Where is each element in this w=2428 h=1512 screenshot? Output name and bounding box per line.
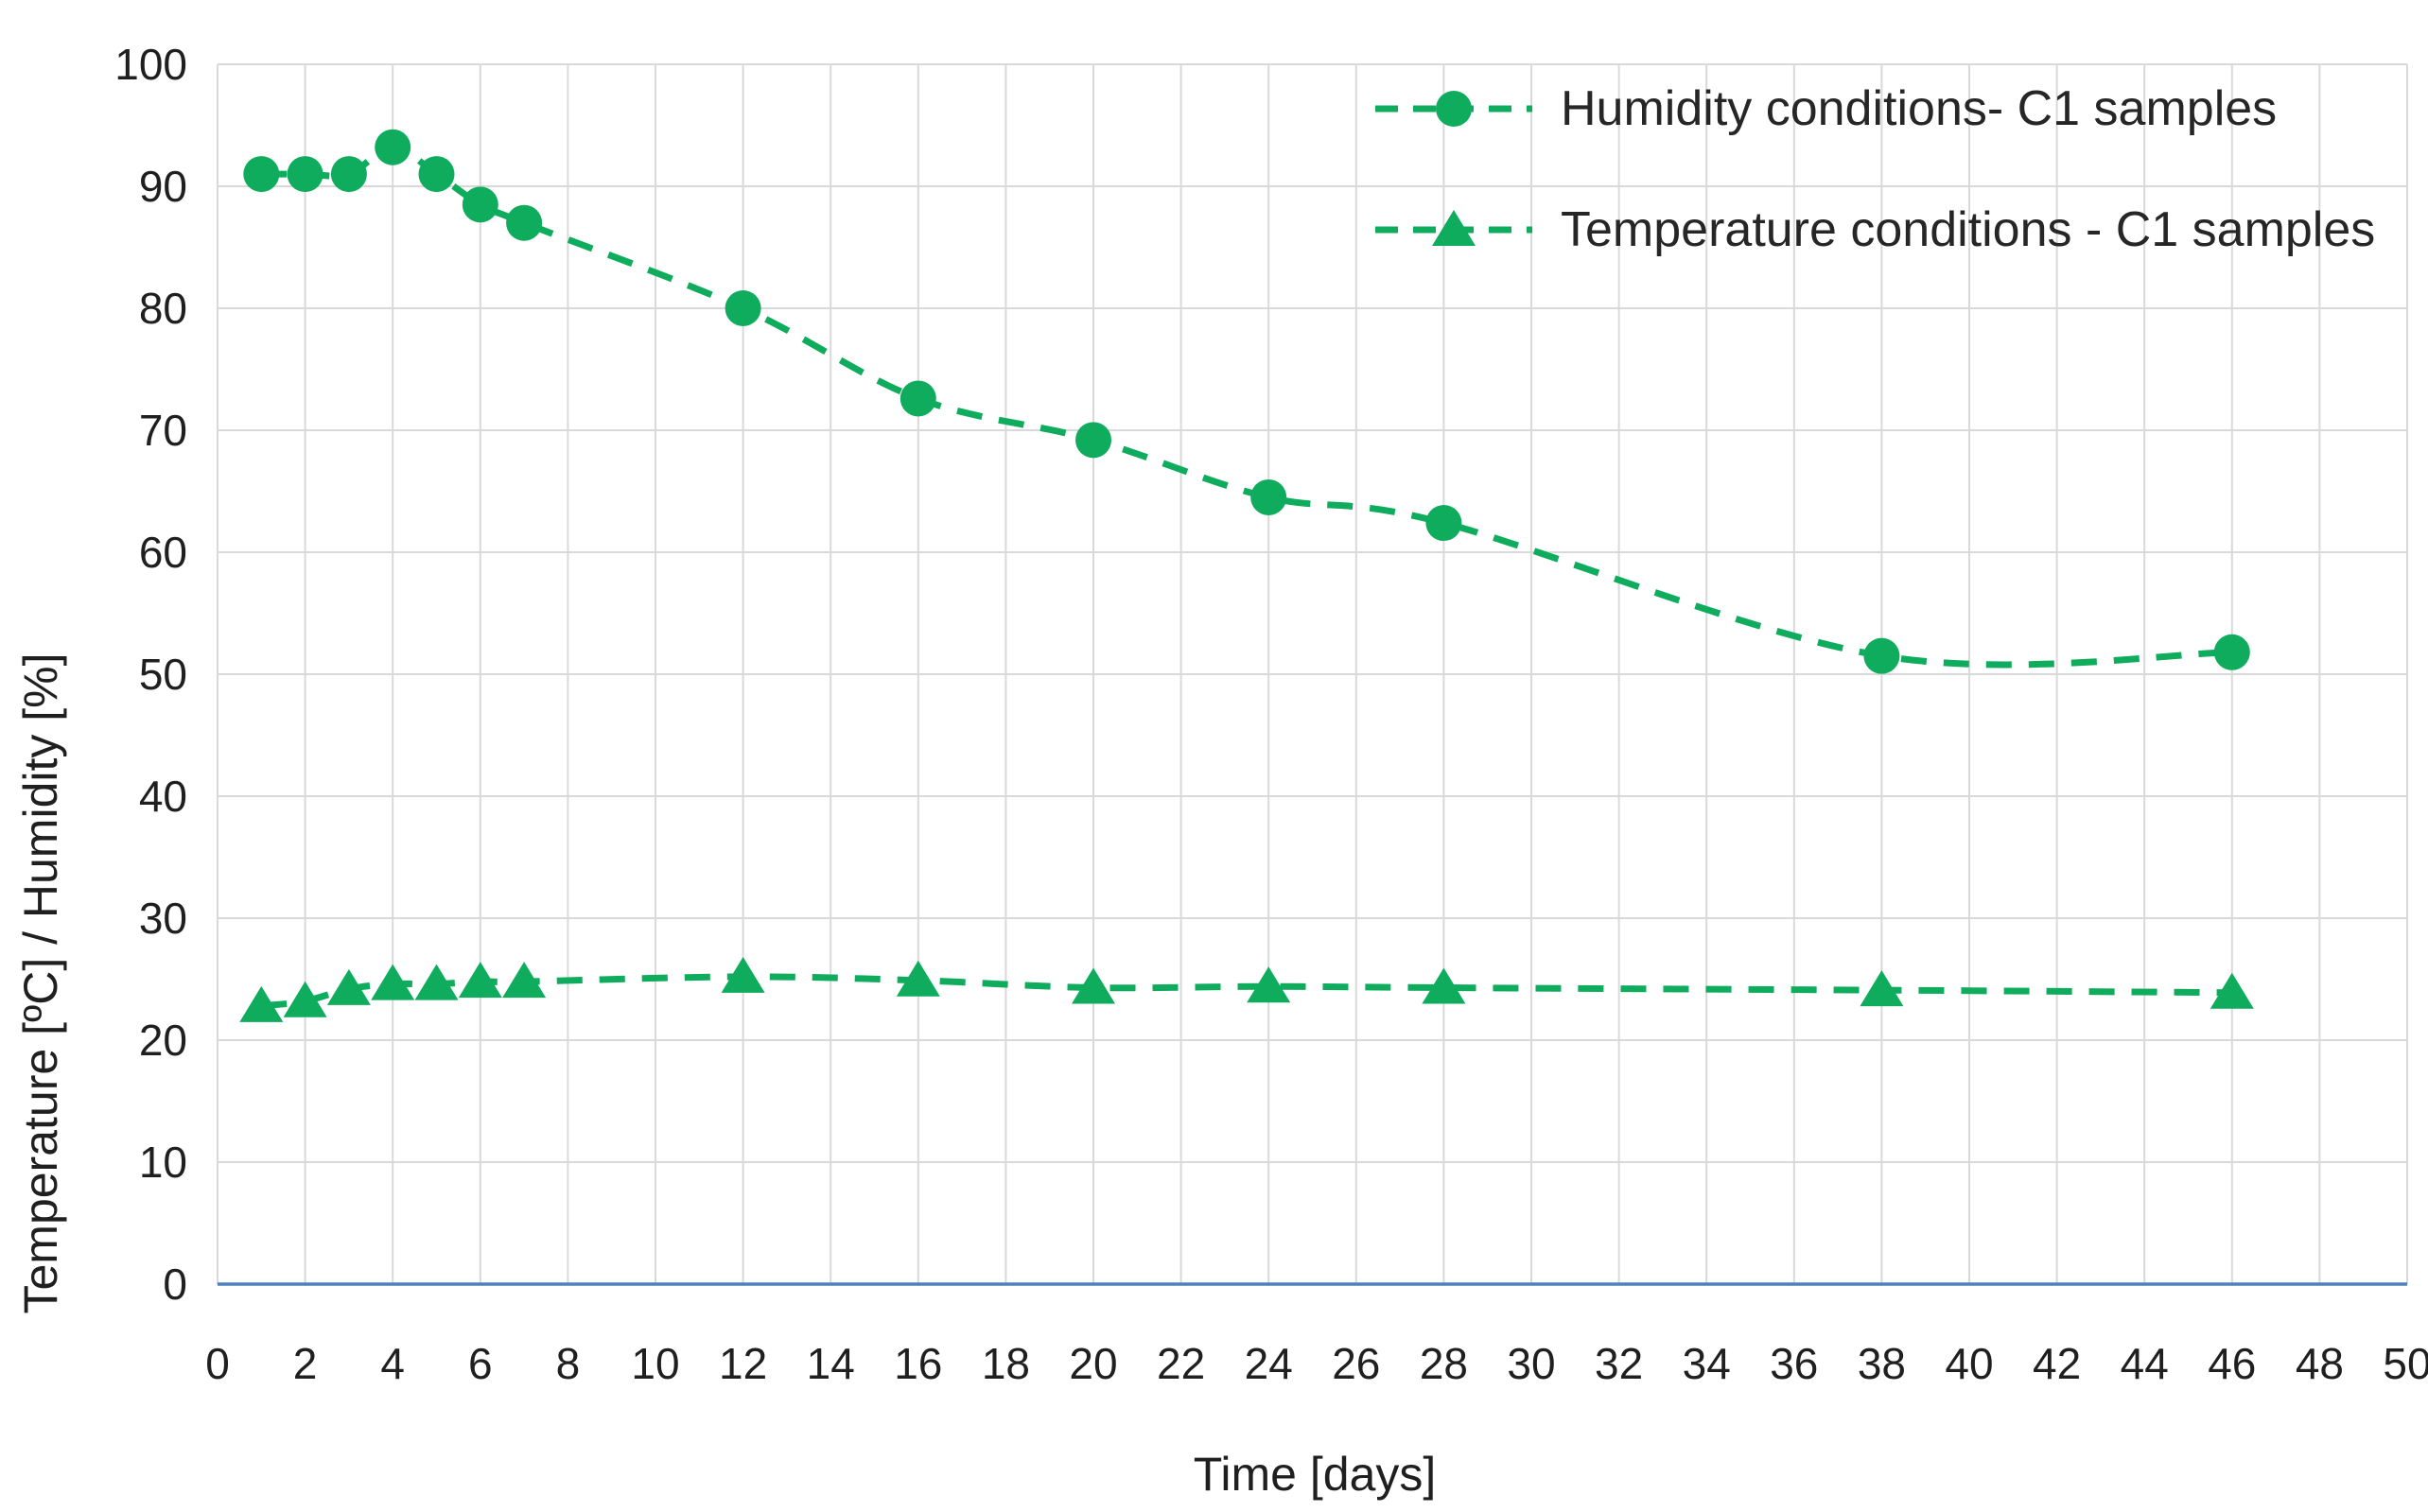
legend: Humidity conditions- C1 samples Temperat… xyxy=(1373,66,2375,272)
y-tick-label: 40 xyxy=(139,772,187,821)
humidity-data-point xyxy=(506,204,543,241)
x-tick-label: 48 xyxy=(2296,1339,2344,1388)
legend-item-humidity: Humidity conditions- C1 samples xyxy=(1373,66,2375,151)
x-axis-title: Time [days] xyxy=(1193,1448,1437,1501)
y-tick-label: 0 xyxy=(163,1260,187,1309)
humidity-data-point xyxy=(330,156,367,193)
x-tick-label: 20 xyxy=(1069,1339,1117,1388)
x-tick-label: 40 xyxy=(1945,1339,1993,1388)
triangle-marker-icon xyxy=(1432,210,1476,246)
x-tick-label: 16 xyxy=(894,1339,942,1388)
temperature-data-point xyxy=(1422,967,1466,1004)
humidity-data-point xyxy=(725,290,761,326)
y-tick-label: 30 xyxy=(139,894,187,943)
x-tick-label: 28 xyxy=(1420,1339,1468,1388)
humidity-data-point xyxy=(1425,505,1462,542)
x-tick-label: 32 xyxy=(1595,1339,1643,1388)
x-tick-label: 0 xyxy=(205,1339,230,1388)
x-tick-label: 14 xyxy=(807,1339,855,1388)
temperature-data-point xyxy=(1072,967,1115,1004)
humidity-data-point xyxy=(462,186,498,223)
y-tick-label: 10 xyxy=(139,1138,187,1187)
y-tick-label: 50 xyxy=(139,650,187,699)
humidity-data-point xyxy=(375,129,411,165)
y-tick-label: 100 xyxy=(114,40,187,89)
x-tick-label: 34 xyxy=(1683,1339,1731,1388)
temperature-triangle-marker-icon xyxy=(1375,210,1532,246)
x-tick-label: 6 xyxy=(468,1339,493,1388)
x-tick-label: 8 xyxy=(556,1339,581,1388)
y-tick-label: 70 xyxy=(139,406,187,455)
x-tick-label: 4 xyxy=(380,1339,405,1388)
temperature-data-point xyxy=(283,981,327,1017)
legend-label-temperature: Temperature conditions - C1 samples xyxy=(1561,202,2376,257)
x-tick-label: 46 xyxy=(2208,1339,2256,1388)
x-tick-label: 2 xyxy=(293,1339,318,1388)
x-tick-label: 22 xyxy=(1157,1339,1205,1388)
temperature-data-point xyxy=(326,968,371,1005)
temperature-data-point xyxy=(721,956,765,993)
temperature-data-point xyxy=(371,964,415,1000)
humidity-data-point xyxy=(418,156,455,193)
y-tick-label: 20 xyxy=(139,1016,187,1065)
x-tick-label: 18 xyxy=(982,1339,1030,1388)
legend-label-humidity: Humidity conditions- C1 samples xyxy=(1561,81,2278,136)
x-tick-label: 10 xyxy=(631,1339,679,1388)
x-tick-label: 26 xyxy=(1332,1339,1380,1388)
temperature-data-point xyxy=(896,960,940,997)
y-tick-label: 80 xyxy=(139,284,187,333)
temperature-data-point xyxy=(1860,970,1904,1007)
temperature-series-line xyxy=(260,973,2232,1010)
x-tick-label: 42 xyxy=(2033,1339,2081,1388)
humidity-data-point xyxy=(900,380,936,417)
temperature-data-point xyxy=(2210,972,2254,1009)
x-tick-label: 12 xyxy=(719,1339,767,1388)
temperature-data-point xyxy=(502,962,547,999)
humidity-data-point xyxy=(1863,637,1900,674)
temperature-data-point xyxy=(239,985,284,1022)
y-tick-label: 60 xyxy=(139,528,187,577)
humidity-data-point xyxy=(287,156,323,193)
humidity-data-point xyxy=(2213,634,2250,670)
x-tick-label: 24 xyxy=(1245,1339,1293,1388)
x-tick-label: 50 xyxy=(2383,1339,2428,1388)
x-tick-label: 38 xyxy=(1858,1339,1906,1388)
circle-marker-icon xyxy=(1436,91,1472,127)
temperature-data-point xyxy=(414,964,459,1000)
temperature-data-point xyxy=(1247,966,1291,1003)
humidity-circle-marker-icon xyxy=(1375,91,1532,127)
x-tick-label: 44 xyxy=(2121,1339,2169,1388)
humidity-data-point xyxy=(243,156,280,193)
x-tick-label: 36 xyxy=(1770,1339,1818,1388)
humidity-data-point xyxy=(1075,422,1111,459)
temperature-data-point xyxy=(458,962,502,999)
y-tick-label: 90 xyxy=(139,162,187,211)
humidity-data-point xyxy=(1250,478,1287,515)
x-tick-label: 30 xyxy=(1507,1339,1555,1388)
legend-item-temperature: Temperature conditions - C1 samples xyxy=(1373,187,2375,272)
y-axis-title: Temperature [ºC] / Humidity [%] xyxy=(14,652,67,1314)
